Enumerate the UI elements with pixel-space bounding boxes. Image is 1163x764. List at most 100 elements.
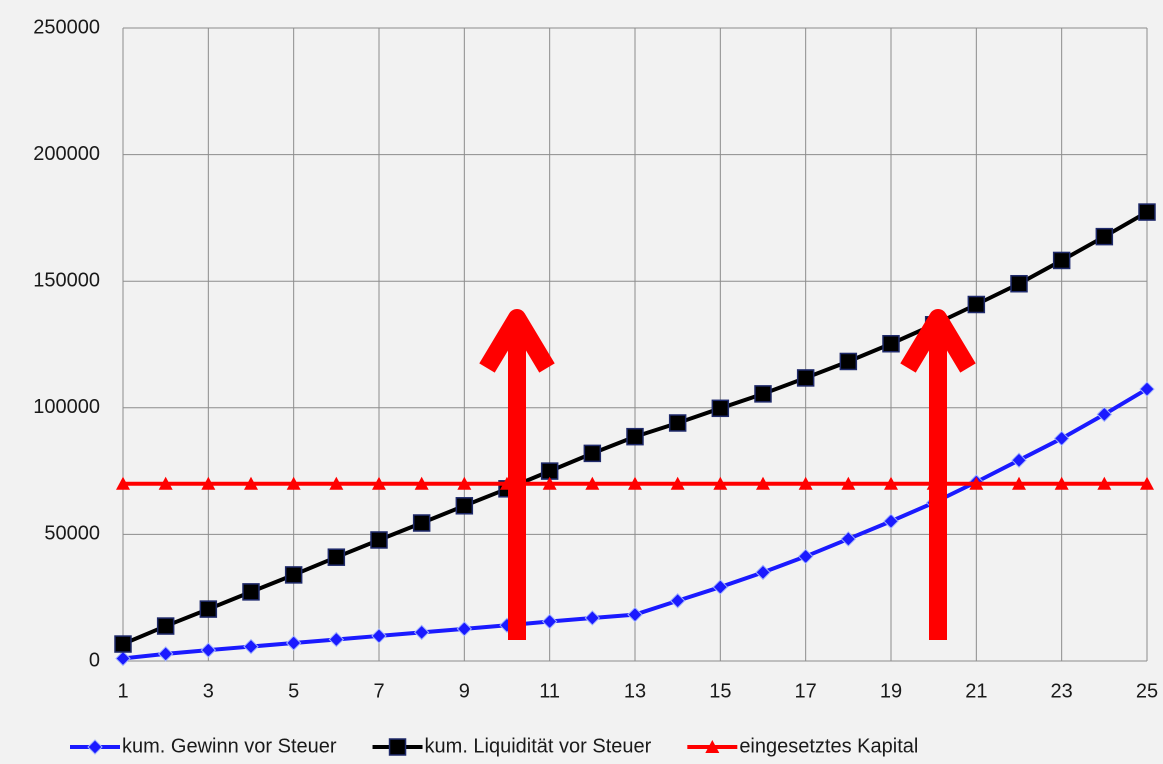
marker: [157, 646, 174, 662]
legend-label: kum. Gewinn vor Steuer: [122, 735, 337, 757]
arrow: [479, 309, 555, 640]
marker: [371, 628, 387, 644]
marker: [1010, 274, 1028, 293]
marker: [1139, 381, 1155, 397]
marker: [883, 513, 899, 529]
marker: [755, 564, 771, 581]
x-tick-label: 17: [795, 680, 817, 702]
marker: [455, 497, 474, 515]
marker: [540, 462, 559, 480]
x-tick-label: 11: [539, 680, 560, 702]
marker: [798, 476, 813, 490]
marker: [713, 476, 728, 490]
marker: [584, 610, 601, 626]
marker: [328, 631, 345, 648]
marker: [242, 583, 260, 601]
marker: [284, 566, 303, 584]
marker: [583, 444, 602, 463]
marker: [1012, 476, 1026, 490]
marker: [712, 579, 729, 595]
marker: [414, 476, 429, 490]
marker: [457, 476, 472, 490]
legend: kum. Gewinn vor Steuer kum. Liquidität vo…: [70, 735, 918, 757]
marker: [839, 352, 858, 371]
series-layer: [114, 203, 1156, 667]
legend-label: eingesetztes Kapital: [739, 735, 918, 757]
y-tick-label: 200000: [33, 143, 100, 165]
marker: [156, 617, 175, 635]
marker: [116, 476, 130, 490]
marker: [1053, 430, 1070, 447]
marker: [413, 624, 430, 641]
marker: [884, 476, 898, 490]
x-tick-label: 5: [288, 680, 299, 702]
annotation-arrows: [479, 309, 976, 640]
marker: [370, 531, 388, 549]
y-tick-label: 150000: [33, 269, 100, 291]
marker: [882, 334, 900, 353]
marker: [115, 650, 131, 667]
marker: [796, 369, 815, 387]
y-tick-label: 100000: [33, 396, 100, 418]
marker: [1138, 203, 1156, 221]
marker: [542, 476, 557, 490]
y-tick-label: 50000: [44, 523, 100, 545]
marker: [1140, 476, 1154, 490]
marker: [1052, 251, 1071, 270]
marker: [670, 476, 685, 490]
marker: [199, 600, 218, 618]
marker: [626, 427, 644, 446]
marker: [87, 739, 103, 755]
marker: [541, 613, 558, 630]
marker: [243, 638, 259, 655]
marker: [201, 476, 216, 490]
marker: [388, 738, 407, 756]
x-tick-label: 1: [117, 680, 128, 702]
marker: [412, 514, 431, 532]
x-tick-label: 25: [1136, 680, 1158, 702]
marker: [840, 531, 857, 547]
x-tick-label: 21: [965, 680, 987, 702]
legend-label: kum. Liquidität vor Steuer: [425, 735, 652, 757]
marker: [1097, 476, 1112, 490]
marker: [372, 476, 386, 490]
marker: [627, 606, 643, 623]
arrow: [900, 309, 976, 640]
marker: [286, 476, 301, 490]
marker: [628, 476, 642, 490]
marker: [754, 385, 772, 403]
marker: [1096, 406, 1113, 423]
marker: [705, 740, 720, 753]
x-tick-label: 9: [459, 680, 470, 702]
marker: [1054, 476, 1069, 490]
marker: [329, 476, 344, 490]
x-tick-label: 7: [373, 680, 384, 702]
marker: [158, 476, 173, 490]
marker: [114, 635, 132, 653]
x-tick-label: 3: [203, 680, 214, 702]
marker: [669, 593, 686, 609]
x-tick-label: 19: [880, 680, 902, 702]
marker: [797, 548, 814, 565]
y-tick-label: 0: [89, 649, 100, 671]
x-tick-label: 23: [1051, 680, 1073, 702]
marker: [841, 476, 856, 490]
marker: [969, 476, 984, 490]
marker: [200, 642, 217, 658]
marker: [585, 476, 600, 490]
y-tick-label: 250000: [33, 16, 100, 38]
x-tick-label: 15: [709, 680, 731, 702]
marker: [244, 476, 258, 490]
marker: [756, 476, 770, 490]
marker: [456, 621, 473, 637]
marker: [1011, 452, 1027, 468]
marker: [327, 548, 346, 566]
marker: [711, 399, 730, 418]
x-tick-label: 13: [624, 680, 646, 702]
marker: [1095, 227, 1114, 246]
marker: [967, 295, 986, 314]
marker: [285, 635, 302, 651]
marker: [668, 414, 687, 432]
